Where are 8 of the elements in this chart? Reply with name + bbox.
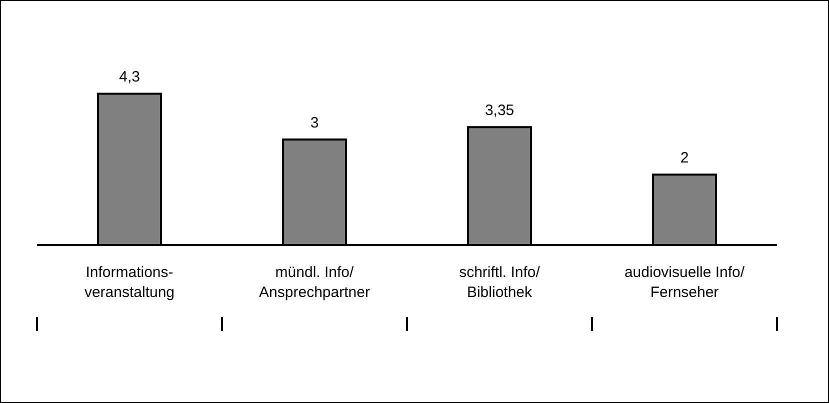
x-tick-label: Informations- veranstaltung <box>84 264 175 301</box>
data-label: 4,3 <box>119 68 140 86</box>
x-tick-label: mündl. Info/ Ansprechpartner <box>259 264 370 301</box>
x-tick-label: audiovisuelle Info/ Fernseher <box>624 264 746 301</box>
data-label: 3 <box>310 114 319 132</box>
x-tick-label: schriftl. Info/ Bibliothek <box>459 264 541 301</box>
data-label: 3,35 <box>484 102 514 120</box>
data-label: 2 <box>680 150 689 167</box>
